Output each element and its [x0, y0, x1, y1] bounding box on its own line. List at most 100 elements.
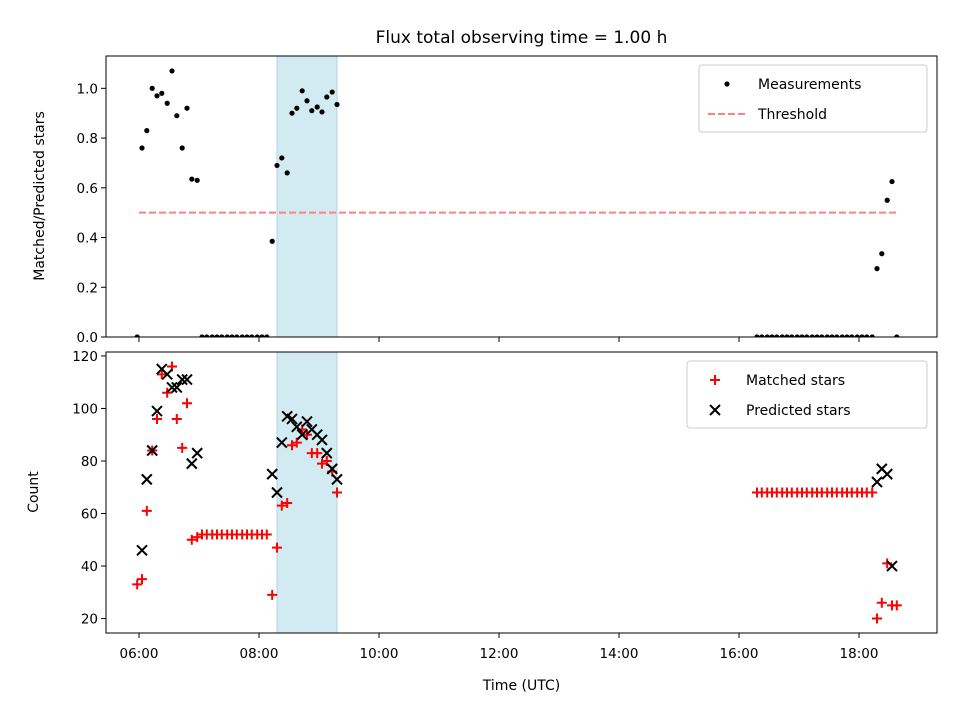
y-tick-label: 100 [72, 401, 98, 417]
x-tick-label: 16:00 [720, 646, 759, 662]
measurement-point [134, 334, 140, 337]
y-tick-label: 40 [81, 559, 98, 575]
matched-star-point [867, 487, 878, 498]
axes-frame [105, 351, 938, 634]
measurement-point [269, 238, 275, 244]
predicted-star-point [296, 429, 308, 441]
measurement-point [819, 334, 825, 337]
measurement-point [144, 128, 150, 134]
measurement-point [309, 108, 315, 114]
measurement-point [334, 101, 340, 108]
matched-star-point [267, 589, 278, 600]
predicted-star-point [186, 457, 198, 470]
measurement-point [884, 197, 890, 203]
matched-star-point [282, 498, 293, 509]
measurement-point [854, 334, 860, 337]
measurement-point [224, 334, 230, 337]
matched-star-point [261, 529, 272, 540]
legend-box [698, 64, 928, 133]
measurement-point [154, 93, 160, 99]
bottom-y-axis-label: Count [26, 471, 42, 513]
measurement-point [174, 113, 180, 119]
y-tick-label: 60 [81, 507, 98, 523]
chart-title: Flux total observing time = 1.00 h [376, 28, 668, 48]
predicted-star-point [171, 381, 183, 394]
predicted-star-point [191, 447, 203, 459]
measurement-point [219, 334, 225, 337]
measurement-point [754, 334, 760, 337]
matched-star-point [332, 487, 342, 498]
predicted-star-point [266, 468, 278, 480]
matched-star-point [156, 369, 167, 380]
predicted-star-point [886, 560, 898, 572]
measurement-point [274, 162, 280, 169]
measurement-point [254, 334, 260, 337]
measurement-point [804, 334, 810, 337]
measurement-point [264, 334, 270, 337]
predicted-star-point [286, 413, 298, 425]
legend-marker-measurements [724, 81, 730, 87]
predicted-star-point [326, 463, 338, 475]
series-measurements [134, 68, 900, 337]
y-tick-label: 1.0 [77, 81, 98, 97]
measurement-point [759, 334, 765, 337]
predicted-star-point [316, 434, 328, 446]
matched-star-point [891, 600, 902, 611]
predicted-star-point [161, 368, 173, 381]
matched-star-point [162, 387, 173, 398]
measurement-point [839, 334, 845, 337]
legend-label: Measurements [758, 77, 861, 93]
measurement-point [149, 85, 155, 91]
measurement-point [799, 334, 805, 337]
measurement-point [279, 155, 285, 161]
y-tick-label: 20 [81, 612, 98, 628]
x-tick-label: 08:00 [240, 646, 279, 662]
predicted-star-point [181, 373, 193, 386]
predicted-star-point [151, 405, 163, 417]
x-tick-label: 06:00 [120, 646, 159, 662]
measurement-point [764, 334, 770, 337]
legend-label: Predicted stars [746, 403, 851, 419]
axes-frame [105, 55, 938, 338]
legend-marker-matched [710, 375, 720, 385]
matched-star-point [312, 448, 323, 459]
predicted-star-point [331, 473, 343, 486]
matched-star-point [132, 579, 143, 590]
predicted-star-point [176, 373, 188, 386]
matched-star-point [177, 442, 188, 453]
measurement-point [189, 176, 195, 182]
measurement-point [194, 177, 200, 183]
predicted-star-point [141, 473, 153, 486]
matched-star-point [137, 574, 147, 585]
legend-label: Threshold [757, 107, 827, 123]
predicted-star-point [881, 468, 893, 480]
x-tick-label: 12:00 [480, 646, 519, 662]
measurement-point [159, 90, 165, 96]
measurement-point [199, 334, 205, 337]
measurement-point [849, 334, 855, 337]
measurement-point [814, 334, 820, 337]
legend: Measurements Threshold [698, 64, 928, 133]
matched-star-point [302, 429, 312, 440]
measurement-point [244, 334, 250, 337]
legend-marker-predicted [709, 404, 721, 416]
measurement-point [829, 334, 835, 337]
predicted-star-point [146, 444, 158, 457]
measurement-point [779, 334, 785, 337]
y-tick-label: 0.2 [77, 280, 98, 296]
measurement-point [209, 334, 215, 337]
measurement-point [249, 334, 255, 337]
measurement-point [324, 94, 330, 100]
y-tick-label: 80 [81, 454, 98, 470]
matched-star-point [186, 534, 197, 545]
measurement-point [859, 334, 865, 337]
y-tick-label: 120 [72, 349, 98, 365]
y-tick-label: 0.4 [77, 231, 98, 247]
x-axis-label: Time (UTC) [482, 678, 560, 694]
measurement-point [284, 170, 290, 176]
measurement-point [789, 334, 795, 337]
matched-star-point [182, 398, 192, 409]
x-tick-label: 14:00 [600, 646, 639, 662]
measurement-point [844, 334, 850, 337]
